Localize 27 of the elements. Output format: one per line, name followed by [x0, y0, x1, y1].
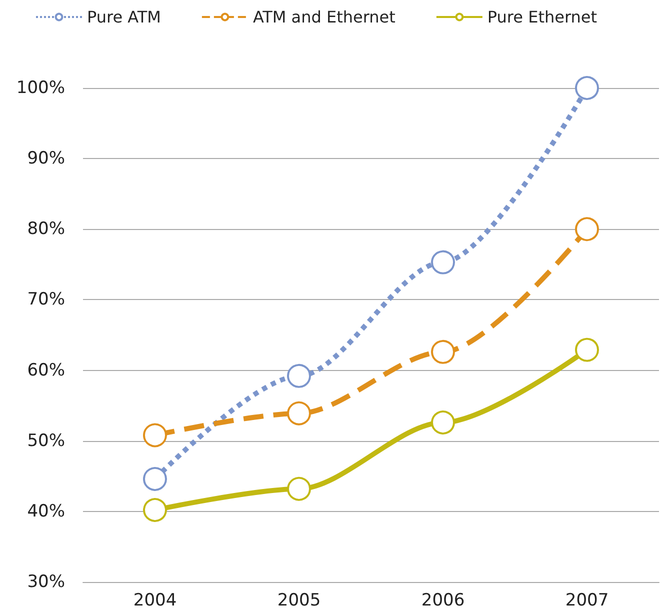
point [287, 476, 311, 501]
point [575, 217, 599, 242]
point [287, 401, 311, 426]
x-tick-label: 2005 [277, 590, 321, 610]
y-tick-label: 30% [27, 572, 65, 592]
point [143, 498, 167, 522]
legend-label: ATM and Ethernet [252, 8, 396, 26]
point [287, 364, 311, 388]
point [431, 410, 455, 434]
x-tick-label: 2006 [421, 590, 465, 610]
y-tick-label: 80% [27, 219, 65, 240]
point [575, 338, 599, 362]
x-tick-label: 2004 [133, 590, 177, 610]
y-tick-label: 70% [27, 290, 65, 310]
legend-label: Pure Ethernet [487, 8, 598, 26]
y-tick-label: 50% [27, 430, 65, 451]
point [143, 466, 167, 491]
point [431, 340, 455, 364]
y-tick-label: 90% [27, 148, 65, 169]
y-tick-label: 40% [27, 501, 65, 522]
point [431, 250, 455, 274]
point [143, 423, 167, 448]
y-tick-label: 100% [16, 78, 65, 98]
y-tick-label: 60% [27, 360, 65, 380]
legend-label: Pure ATM [87, 8, 161, 26]
point [575, 76, 599, 100]
x-tick-label: 2007 [565, 590, 609, 610]
